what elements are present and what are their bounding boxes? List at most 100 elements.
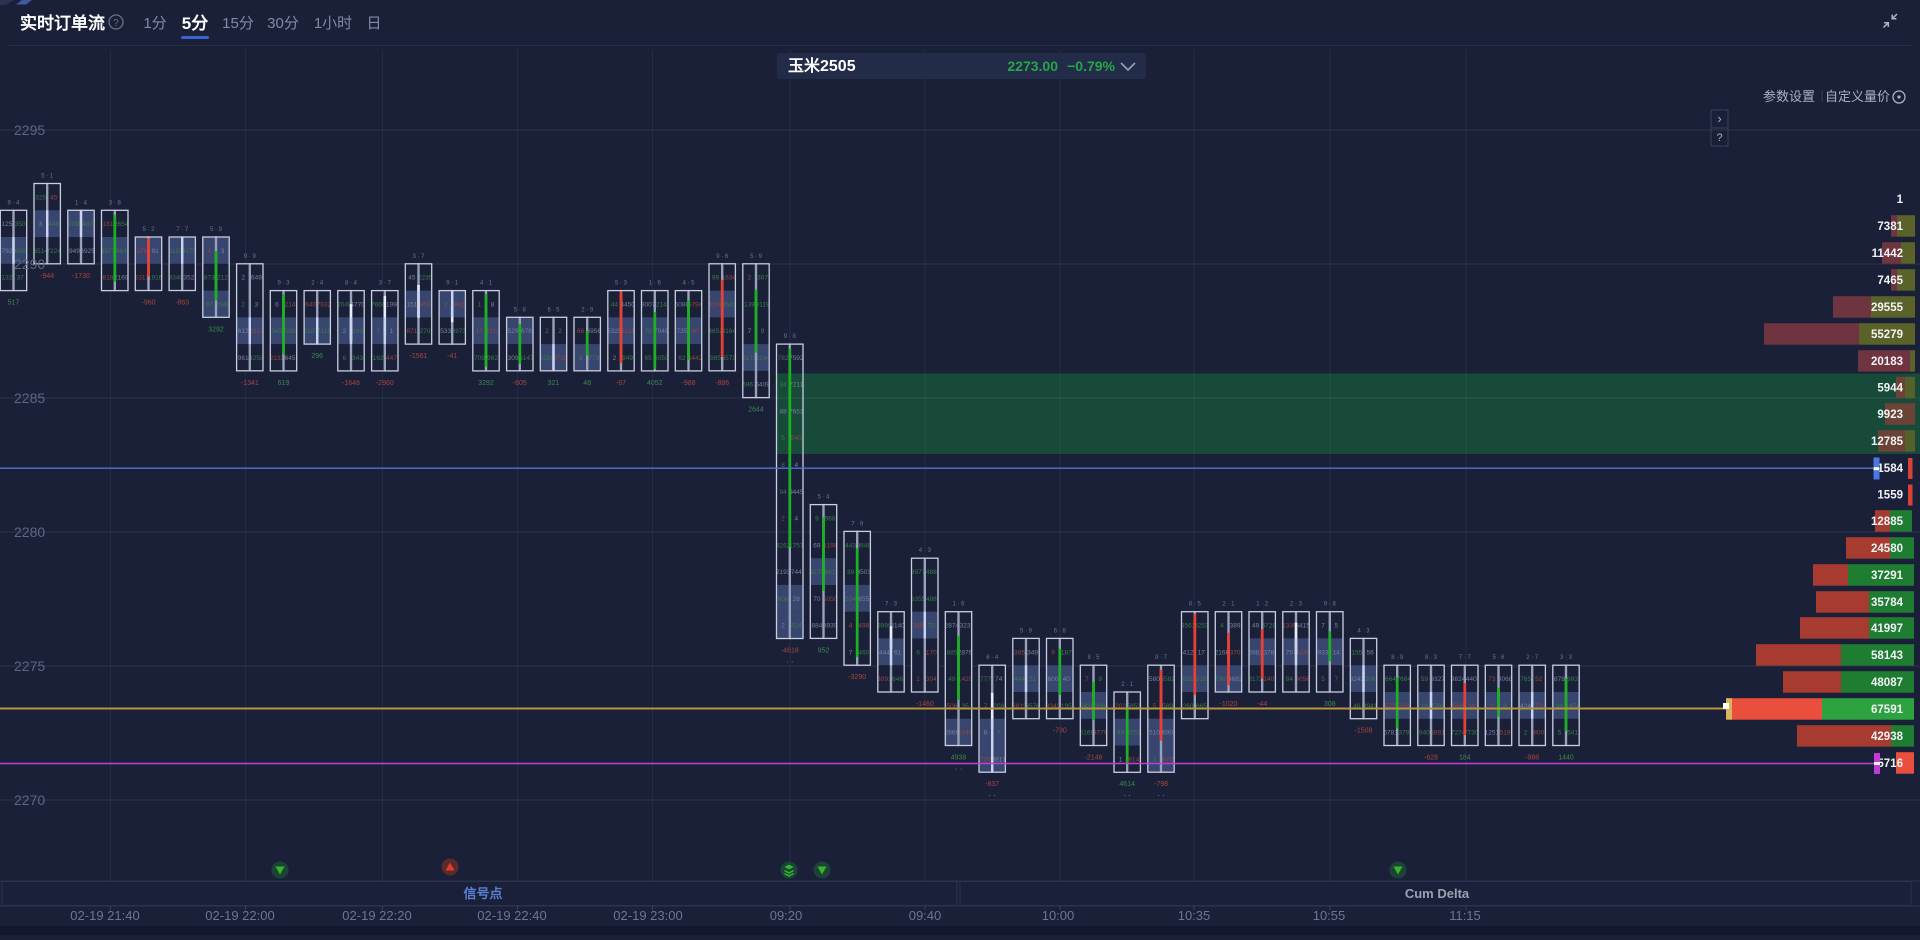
svg-text:2 · 1: 2 · 1 <box>1222 602 1235 608</box>
svg-text:2669: 2669 <box>945 730 960 737</box>
svg-text:321: 321 <box>548 380 560 387</box>
svg-text:3503: 3503 <box>857 569 872 576</box>
svg-text:6050: 6050 <box>654 355 669 362</box>
svg-text:878: 878 <box>1554 676 1565 683</box>
svg-text:580: 580 <box>1149 676 1160 683</box>
svg-text:270: 270 <box>420 328 431 335</box>
svg-text:1: 1 <box>916 676 920 683</box>
svg-text:-837: -837 <box>985 781 999 788</box>
svg-text:7381: 7381 <box>1877 221 1903 233</box>
svg-text:7798: 7798 <box>1430 703 1445 710</box>
svg-text:−0.79%: −0.79% <box>1067 58 1115 74</box>
svg-text:1: 1 <box>1119 756 1123 763</box>
svg-text:8: 8 <box>491 301 495 308</box>
svg-text:8 · 3: 8 · 3 <box>1425 655 1438 661</box>
svg-text:玉米2505: 玉米2505 <box>788 56 856 75</box>
svg-text:1: 1 <box>478 301 482 308</box>
svg-text:6582: 6582 <box>1160 676 1175 683</box>
svg-text:653: 653 <box>420 301 431 308</box>
svg-text:91: 91 <box>151 248 159 255</box>
svg-text:619: 619 <box>278 380 290 387</box>
svg-text:448: 448 <box>48 221 59 228</box>
svg-text:02-19 21:40: 02-19 21:40 <box>70 908 139 923</box>
svg-text:2: 2 <box>241 301 245 308</box>
svg-text:202: 202 <box>1115 703 1126 710</box>
svg-text:309: 309 <box>508 355 519 362</box>
svg-text:8 · 9: 8 · 9 <box>1391 655 1404 661</box>
svg-text:4262: 4262 <box>776 542 791 549</box>
svg-text:Cum Delta: Cum Delta <box>1405 886 1470 901</box>
svg-text:349: 349 <box>1027 649 1038 656</box>
svg-text:8253: 8253 <box>1194 623 1209 630</box>
svg-text:606: 606 <box>778 596 789 603</box>
svg-text:2290: 2290 <box>14 256 45 272</box>
svg-text:2 · 7: 2 · 7 <box>1526 655 1539 661</box>
svg-text:3292: 3292 <box>208 326 224 333</box>
svg-text:4683: 4683 <box>1228 676 1243 683</box>
svg-text:35784: 35784 <box>1871 597 1904 609</box>
svg-text:5 · 8: 5 · 8 <box>514 307 527 313</box>
svg-text:968: 968 <box>825 516 836 523</box>
svg-text:665: 665 <box>1196 703 1207 710</box>
svg-text:-41: -41 <box>447 353 457 360</box>
svg-text:4: 4 <box>794 462 798 469</box>
svg-text:676: 676 <box>1162 756 1173 763</box>
svg-text:6813: 6813 <box>1012 703 1027 710</box>
svg-text:8941: 8941 <box>1363 703 1378 710</box>
svg-text:7: 7 <box>748 328 752 335</box>
svg-text:· ·: · · <box>1123 791 1131 800</box>
svg-text:5173: 5173 <box>742 355 757 362</box>
svg-text:8: 8 <box>1503 703 1507 710</box>
svg-text:424: 424 <box>1520 703 1531 710</box>
svg-text:7: 7 <box>849 649 853 656</box>
svg-text:49: 49 <box>1252 623 1260 630</box>
svg-text:1 · 2: 1 · 2 <box>1256 602 1269 608</box>
svg-text:40: 40 <box>691 328 699 335</box>
svg-text:6925: 6925 <box>80 248 95 255</box>
svg-text:506: 506 <box>946 703 957 710</box>
svg-text:4 · 3: 4 · 3 <box>1357 628 1370 634</box>
svg-text:9 · 1: 9 · 1 <box>446 281 459 287</box>
svg-text:139: 139 <box>744 301 755 308</box>
svg-text:488: 488 <box>926 569 937 576</box>
svg-text:640: 640 <box>305 301 316 308</box>
svg-text:12785: 12785 <box>1871 436 1904 448</box>
svg-text:09:40: 09:40 <box>909 908 942 923</box>
svg-text:765: 765 <box>1520 676 1531 683</box>
svg-text:350: 350 <box>15 221 26 228</box>
svg-text:信号点: 信号点 <box>463 886 502 901</box>
svg-text:-4618: -4618 <box>781 647 799 654</box>
svg-text:9779: 9779 <box>1093 730 1108 737</box>
svg-text:443: 443 <box>845 542 856 549</box>
svg-text:1: 1 <box>1897 194 1904 206</box>
svg-text:8144: 8144 <box>755 355 770 362</box>
svg-text:4652: 4652 <box>708 328 723 335</box>
svg-text:69: 69 <box>813 542 821 549</box>
svg-text:9: 9 <box>761 328 765 335</box>
svg-text:132: 132 <box>1 275 12 282</box>
svg-text:20183: 20183 <box>1871 356 1903 368</box>
svg-text:9270: 9270 <box>810 569 825 576</box>
svg-text:-1648: -1648 <box>342 380 360 387</box>
svg-text:735: 735 <box>676 328 687 335</box>
svg-text:2193: 2193 <box>776 569 791 576</box>
svg-text:实时订单流: 实时订单流 <box>20 13 105 33</box>
svg-text:1小时: 1小时 <box>314 15 352 32</box>
svg-text:8973: 8973 <box>452 328 467 335</box>
svg-text:488: 488 <box>926 596 937 603</box>
svg-text:444: 444 <box>879 649 890 656</box>
svg-text:5 · 3: 5 · 3 <box>615 281 628 287</box>
svg-text:2 · 3: 2 · 3 <box>1290 602 1303 608</box>
svg-text:323: 323 <box>960 623 971 630</box>
svg-text:6 · 5: 6 · 5 <box>547 307 560 313</box>
svg-text:8 · 4: 8 · 4 <box>345 281 358 287</box>
svg-text:-988: -988 <box>681 380 695 387</box>
svg-text:6442: 6442 <box>688 355 703 362</box>
svg-text:214: 214 <box>285 301 296 308</box>
svg-text:59: 59 <box>1421 676 1429 683</box>
svg-text:2049: 2049 <box>337 301 352 308</box>
svg-text:-44: -44 <box>1257 701 1267 708</box>
svg-text:2: 2 <box>613 355 617 362</box>
svg-text:39: 39 <box>847 569 855 576</box>
svg-text:9 · 8: 9 · 8 <box>784 334 797 340</box>
